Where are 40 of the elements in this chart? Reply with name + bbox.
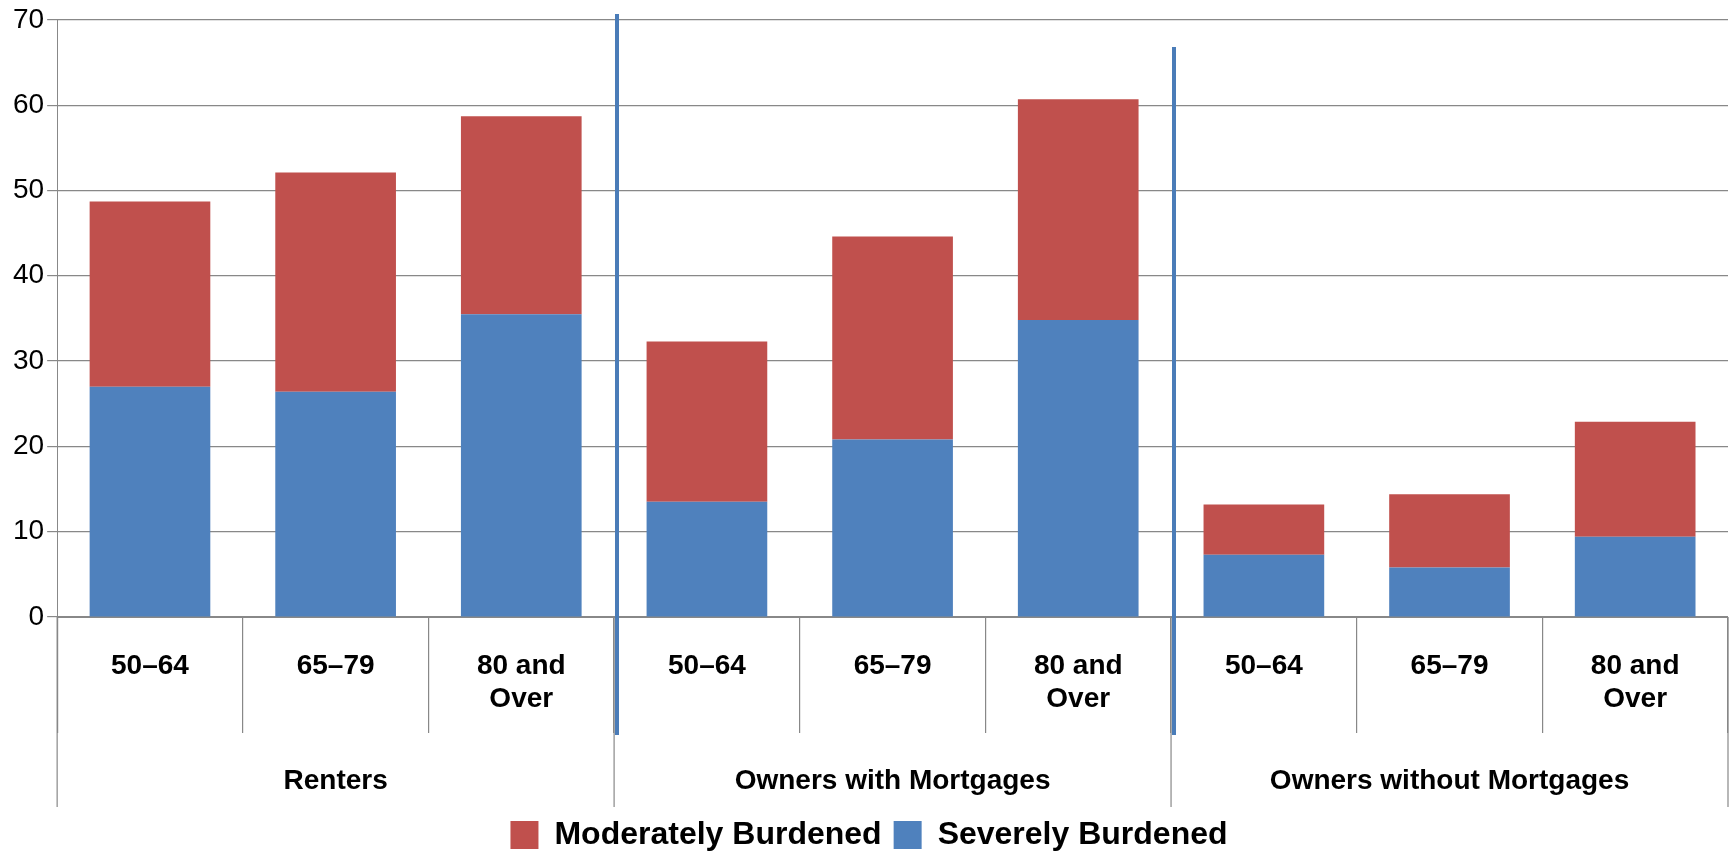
bar (460, 116, 582, 315)
y-tick-label: 50 (12, 173, 45, 205)
bar (646, 341, 768, 502)
legend-label: Moderately Burdened (554, 814, 882, 851)
bar (460, 314, 582, 617)
y-tick-label: 70 (12, 2, 45, 34)
bar (646, 501, 768, 617)
text: Owners with Mortgages (734, 763, 1051, 795)
bar (1389, 494, 1510, 568)
bar (275, 172, 396, 392)
legend-label: Severely Burdened (937, 814, 1228, 851)
bar (1574, 536, 1696, 617)
x-tick-label: 80 and Over (476, 648, 566, 714)
bar (832, 439, 953, 617)
bar (275, 391, 396, 617)
y-tick-label: 60 (12, 87, 45, 119)
bar (1574, 421, 1696, 537)
x-tick-label: 80 and Over (1590, 648, 1680, 714)
bar (832, 236, 953, 440)
bar (89, 386, 211, 617)
bar (1017, 99, 1139, 321)
bar (1017, 320, 1139, 617)
bar (1389, 567, 1510, 617)
text: Renters (283, 763, 388, 795)
x-tick-label: 65–79 (1410, 648, 1489, 680)
y-tick-label: 0 (28, 599, 45, 631)
bar (89, 201, 211, 387)
text: Owners without Mortgages (1269, 763, 1630, 795)
x-tick-label: 80 and Over (1033, 648, 1123, 714)
y-tick-label: 20 (12, 429, 45, 461)
y-tick-label: 30 (12, 343, 45, 375)
x-tick-label: 50–64 (1224, 648, 1304, 680)
x-tick-label: 50–64 (667, 648, 747, 680)
bar (1203, 504, 1325, 555)
x-tick-label: 65–79 (296, 648, 375, 680)
x-tick-label: 50–64 (111, 648, 190, 680)
y-tick-label: 10 (12, 514, 45, 546)
bar (1203, 554, 1325, 617)
y-tick-label: 40 (12, 258, 45, 290)
x-tick-label: 65–79 (853, 648, 932, 680)
